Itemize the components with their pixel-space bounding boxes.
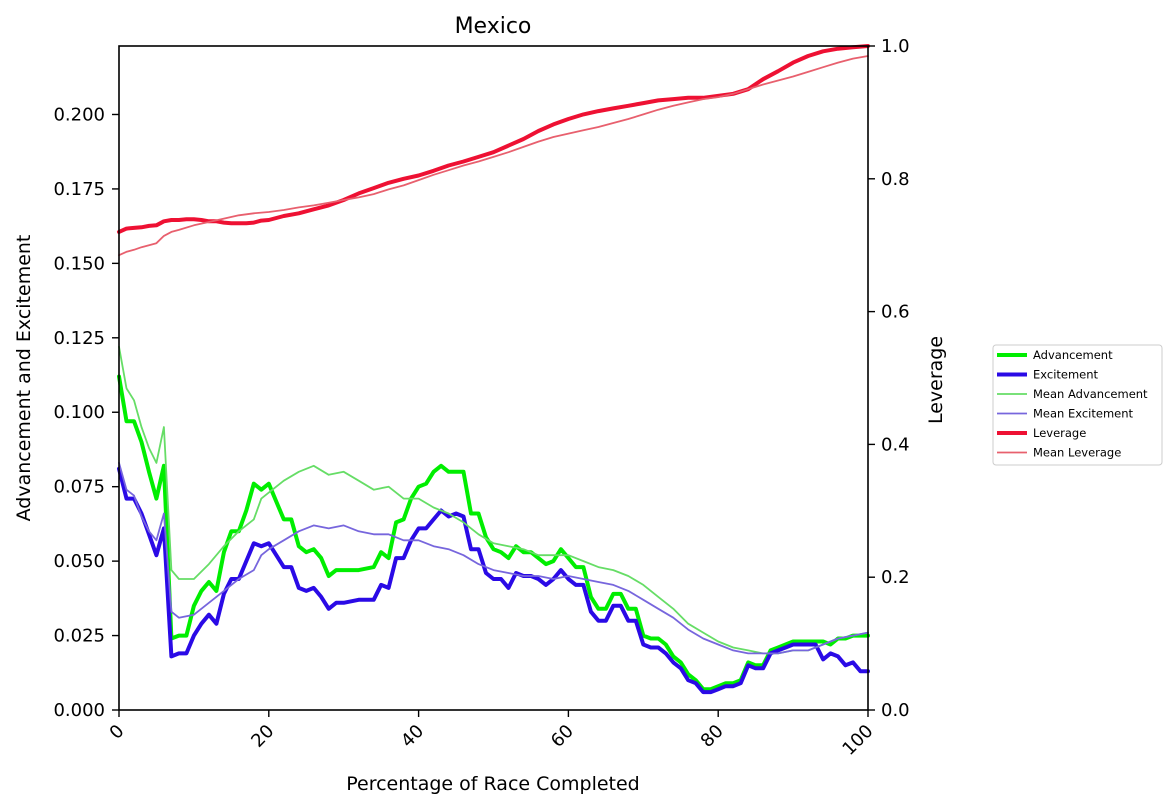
series-line-mean-excitement	[118, 461, 869, 655]
x-axis: 0 20 40 60 80 100	[106, 710, 878, 760]
y-tick-label: 0.100	[53, 402, 105, 423]
y-tick-label: 0.200	[53, 104, 105, 125]
series-line-excitement	[117, 466, 870, 695]
series-line-mean-advancement	[118, 345, 869, 655]
y-axis-left: 0.000 0.025 0.050 0.075 0.100 0.125 0.150 0.175…	[53, 104, 119, 721]
legend-label-leverage: Leverage	[1033, 426, 1086, 440]
series-layer	[117, 44, 870, 695]
legend-label-advancement: Advancement	[1033, 348, 1113, 362]
y-tick-label: 0.125	[53, 328, 105, 349]
legend-label-mean-advancement: Mean Advancement	[1033, 387, 1148, 401]
x-tick-label: 80	[697, 721, 728, 752]
x-tick-label: 20	[247, 721, 278, 752]
y-tick-label: 0.000	[53, 700, 105, 721]
x-tick-label: 0	[106, 721, 129, 744]
x-tick-label: 100	[838, 721, 877, 760]
chart-title: Mexico	[455, 14, 532, 39]
series-line-advancement	[117, 374, 870, 692]
series-line-mean-leverage	[118, 55, 869, 257]
y2-axis-label: Leverage	[925, 336, 947, 424]
y2-tick-label: 0.4	[881, 434, 910, 455]
y2-tick-label: 0.2	[881, 567, 910, 588]
y2-tick-label: 0.0	[881, 700, 910, 721]
x-axis-label: Percentage of Race Completed	[346, 773, 640, 795]
y-tick-label: 0.050	[53, 551, 105, 572]
legend-label-mean-excitement: Mean Excitement	[1033, 407, 1134, 421]
y-tick-label: 0.150	[53, 253, 105, 274]
y2-tick-label: 1.0	[881, 36, 910, 57]
series-line-leverage	[117, 44, 870, 234]
legend-frame	[992, 344, 1163, 466]
y-tick-label: 0.175	[53, 179, 105, 200]
y-tick-label: 0.075	[53, 477, 105, 498]
legend-label-mean-leverage: Mean Leverage	[1033, 446, 1121, 460]
x-tick-label: 40	[397, 721, 428, 752]
legend-items: Advancement Excitement Mean Advancement Mea…	[997, 348, 1148, 460]
plot-area	[117, 44, 870, 711]
y-tick-label: 0.025	[53, 626, 105, 647]
legend-label-excitement: Excitement	[1033, 368, 1099, 382]
plot-frame	[118, 45, 869, 711]
legend: Advancement Excitement Mean Advancement Mea…	[992, 344, 1163, 466]
x-tick-label: 60	[547, 721, 578, 752]
y-axis-label: Advancement and Excitement	[13, 235, 35, 522]
y2-tick-label: 0.6	[881, 302, 910, 323]
y2-tick-label: 0.8	[881, 169, 910, 190]
y-axis-right: 0.0 0.2 0.4 0.6 0.8 1.0	[868, 36, 910, 721]
